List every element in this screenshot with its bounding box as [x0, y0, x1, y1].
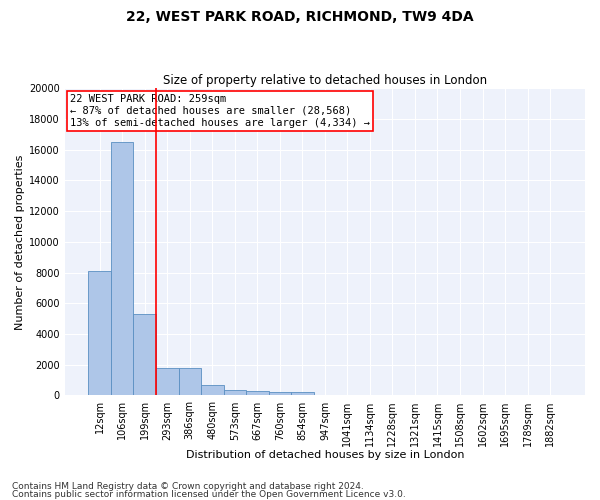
Bar [179, 368, 201, 396]
Text: 22, WEST PARK ROAD, RICHMOND, TW9 4DA: 22, WEST PARK ROAD, RICHMOND, TW9 4DA [126, 10, 474, 24]
Bar [224, 390, 246, 396]
Bar [291, 392, 314, 396]
Text: Contains public sector information licensed under the Open Government Licence v3: Contains public sector information licen… [12, 490, 406, 499]
Bar [201, 386, 224, 396]
Title: Size of property relative to detached houses in London: Size of property relative to detached ho… [163, 74, 487, 87]
Text: 22 WEST PARK ROAD: 259sqm
← 87% of detached houses are smaller (28,568)
13% of s: 22 WEST PARK ROAD: 259sqm ← 87% of detac… [70, 94, 370, 128]
Bar [246, 391, 269, 396]
Bar [88, 271, 111, 396]
Bar [156, 368, 179, 396]
Bar [269, 392, 291, 396]
Bar [111, 142, 133, 396]
Y-axis label: Number of detached properties: Number of detached properties [15, 154, 25, 330]
Text: Contains HM Land Registry data © Crown copyright and database right 2024.: Contains HM Land Registry data © Crown c… [12, 482, 364, 491]
X-axis label: Distribution of detached houses by size in London: Distribution of detached houses by size … [185, 450, 464, 460]
Bar [133, 314, 156, 396]
